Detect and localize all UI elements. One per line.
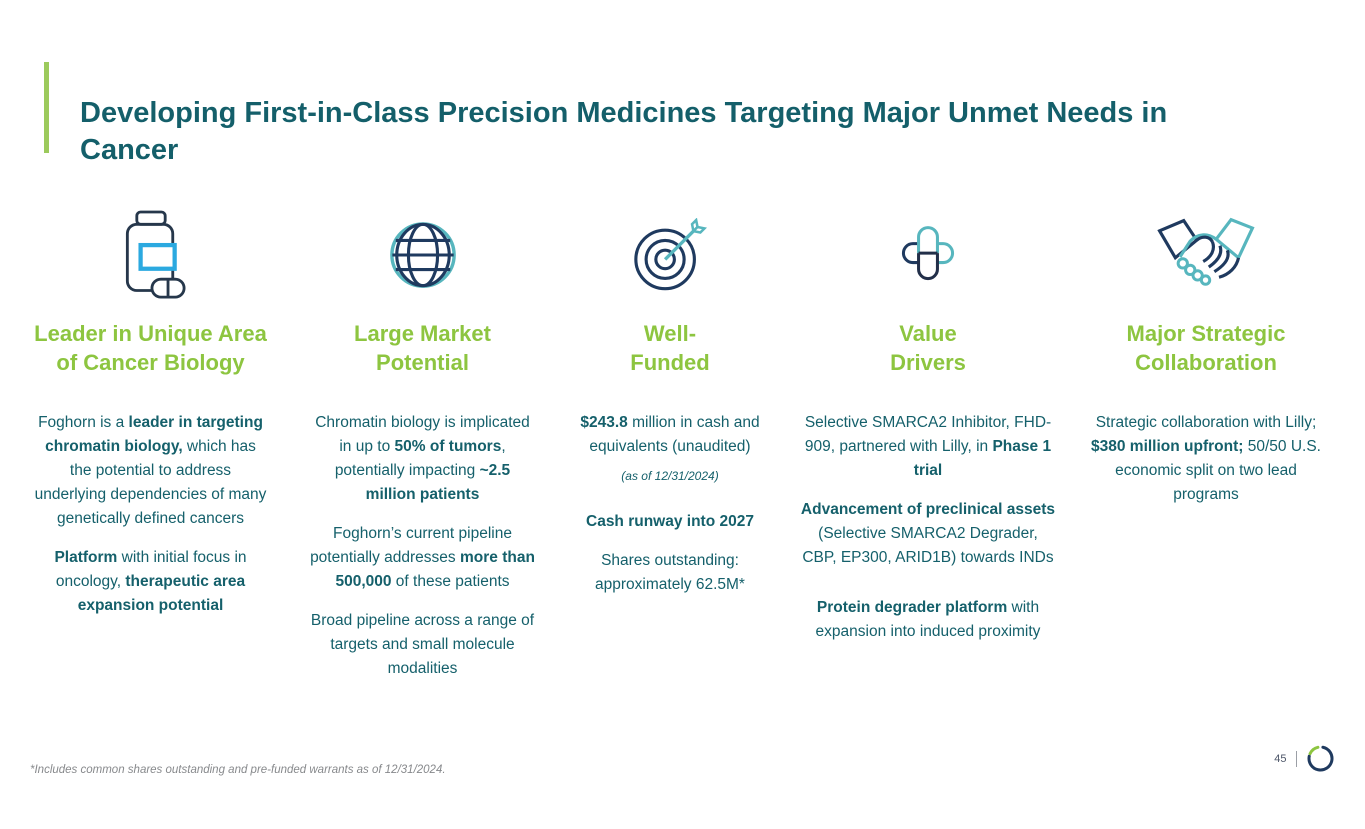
pillar-heading: Large Market Potential [310,319,535,377]
left-sleeve [1157,218,1199,261]
text-segment: Phase 1 trial [913,438,1052,479]
pillar-icon-box [1081,205,1331,305]
text-segment: leader in targeting chromatin biology, [45,414,263,455]
pillar-column: Large Market Potential Chromatin biology i… [310,205,535,696]
pillar-heading: Major Strategic Collaboration [1081,319,1331,377]
pillar-column: Major Strategic Collaboration Strategic co… [1081,205,1331,522]
text-segment: Protein degrader platform [816,599,1008,616]
handshake-icon [1157,217,1255,286]
pillar-heading: Leader in Unique Area of Cancer Biology [33,319,268,377]
page-number: 45 [1274,752,1287,765]
pillar-paragraph: Cash runway into 2027 [555,510,785,534]
target-arrow-icon [634,217,708,290]
text-segment: which has the potential to address under… [34,438,267,527]
pillar-paragraph: Chromatin biology is implicated in up to… [310,411,535,507]
text-segment: 50/50 U.S. economic split on two lead pr… [1115,438,1321,503]
text-segment: therapeutic area expansion potential [77,573,246,614]
bottle-label [137,242,177,271]
text-segment: Shares outstanding: approximately 62.5M* [595,552,745,593]
pillar-heading-line: Collaboration [1135,350,1277,375]
pillar-column: Value Drivers Selective SMARCA2 Inhibitor,… [799,205,1057,659]
pill-bottle-icon [125,210,186,299]
arrow-fletching [690,225,708,234]
text-segment: of these patients [391,573,510,590]
pillar-heading-line: Leader in Unique Area [34,321,267,346]
pillar-heading-line: Funded [630,350,710,375]
footer-divider [1295,750,1297,767]
pillar-body: Strategic collaboration with Lilly; $380… [1081,411,1331,507]
text-segment: $380 million upfront; [1091,438,1244,455]
text-segment: Cash runway into 2027 [586,513,754,530]
text-segment: Platform [54,549,118,566]
pillar-heading-line: Major Strategic [1126,321,1286,346]
text-segment: with expansion into induced proximity [815,599,1041,640]
text-segment: Chromatin biology is implicated in up to [315,414,530,455]
text-segment: Foghorn’s current pipeline potentially a… [310,525,512,566]
arrow-shaft [663,227,697,261]
text-segment: (Selective SMARCA2 Degrader, CBP, EP300,… [802,525,1054,566]
pillar-heading: Value Drivers [799,319,1057,377]
pillar-paragraph: Platform with initial focus in oncology,… [33,546,268,618]
text-segment: Selective SMARCA2 Inhibitor, FHD-909, pa… [804,414,1052,455]
pillar-heading: Well- Funded [555,319,785,377]
pillar-body: Chromatin biology is implicated in up to… [310,411,535,681]
pillar-icon-box [310,205,535,305]
page-title: Developing First-in-Class Precision Medi… [80,97,1168,167]
pillar-column: Leader in Unique Area of Cancer Biology Fo… [33,205,268,633]
text-segment: Strategic collaboration with Lilly; [1095,414,1317,431]
pillar-paragraph: Foghorn’s current pipeline potentially a… [310,522,535,594]
text-segment: ~2.5 million patients [365,462,511,503]
pillar-paragraph: Advancement of preclinical assets (Selec… [799,498,1057,570]
text-segment: more than 500,000 [335,549,535,590]
pillar-heading-line: Large Market [354,321,491,346]
text-segment: Broad pipeline across a range of targets… [310,612,535,677]
pillar-paragraph: Protein degrader platform with expansion… [799,596,1057,644]
pillar-paragraph: Foghorn is a leader in targeting chromat… [33,411,268,531]
pillar-icon-box [555,205,785,305]
pillar-body: Foghorn is a leader in targeting chromat… [33,411,268,618]
page-footer: 45 [1274,744,1335,773]
pillar-paragraph: Shares outstanding: approximately 62.5M* [555,549,785,597]
pillar-paragraph: Strategic collaboration with Lilly; $380… [1081,411,1331,507]
text-segment: 50% of tumors [394,438,502,455]
pillar-heading-line: Value [899,321,957,346]
title-accent-bar [44,62,49,153]
capsule-cross-icon [901,226,955,281]
text-segment: , potentially impacting [334,438,506,479]
pillar-paragraph: Selective SMARCA2 Inhibitor, FHD-909, pa… [799,411,1057,483]
foghorn-logo-icon [1307,745,1334,772]
text-segment: Advancement of preclinical assets [800,501,1056,518]
text-segment: with initial focus in oncology, [55,549,247,590]
pillar-paragraph: (as of 12/31/2024) [555,468,785,484]
pillar-heading-line: Drivers [890,350,966,375]
pillar-body: $243.8 million in cash and equivalents (… [555,411,785,597]
pillar-heading-line: Well- [643,321,697,346]
pillar-columns: Leader in Unique Area of Cancer Biology Fo… [0,205,1365,775]
pillar-heading-line: Potential [376,350,469,375]
pillar-heading-line: of Cancer Biology [56,350,245,375]
text-segment: Foghorn is a [38,414,129,431]
pillar-body: Selective SMARCA2 Inhibitor, FHD-909, pa… [799,411,1057,644]
pillar-column: Well- Funded $243.8 million in cash and eq… [555,205,785,612]
globe-icon [389,222,456,288]
footnote: *Includes common shares outstanding and … [30,764,446,776]
pillar-icon-box [33,205,268,305]
text-segment: million in cash and equivalents (unaudit… [589,414,760,455]
pillar-icon-box [799,205,1057,305]
pillar-paragraph: $243.8 million in cash and equivalents (… [555,411,785,459]
text-segment: (as of 12/31/2024) [621,469,719,483]
text-segment: $243.8 [580,414,628,431]
pillar-paragraph: Broad pipeline across a range of targets… [310,609,535,681]
